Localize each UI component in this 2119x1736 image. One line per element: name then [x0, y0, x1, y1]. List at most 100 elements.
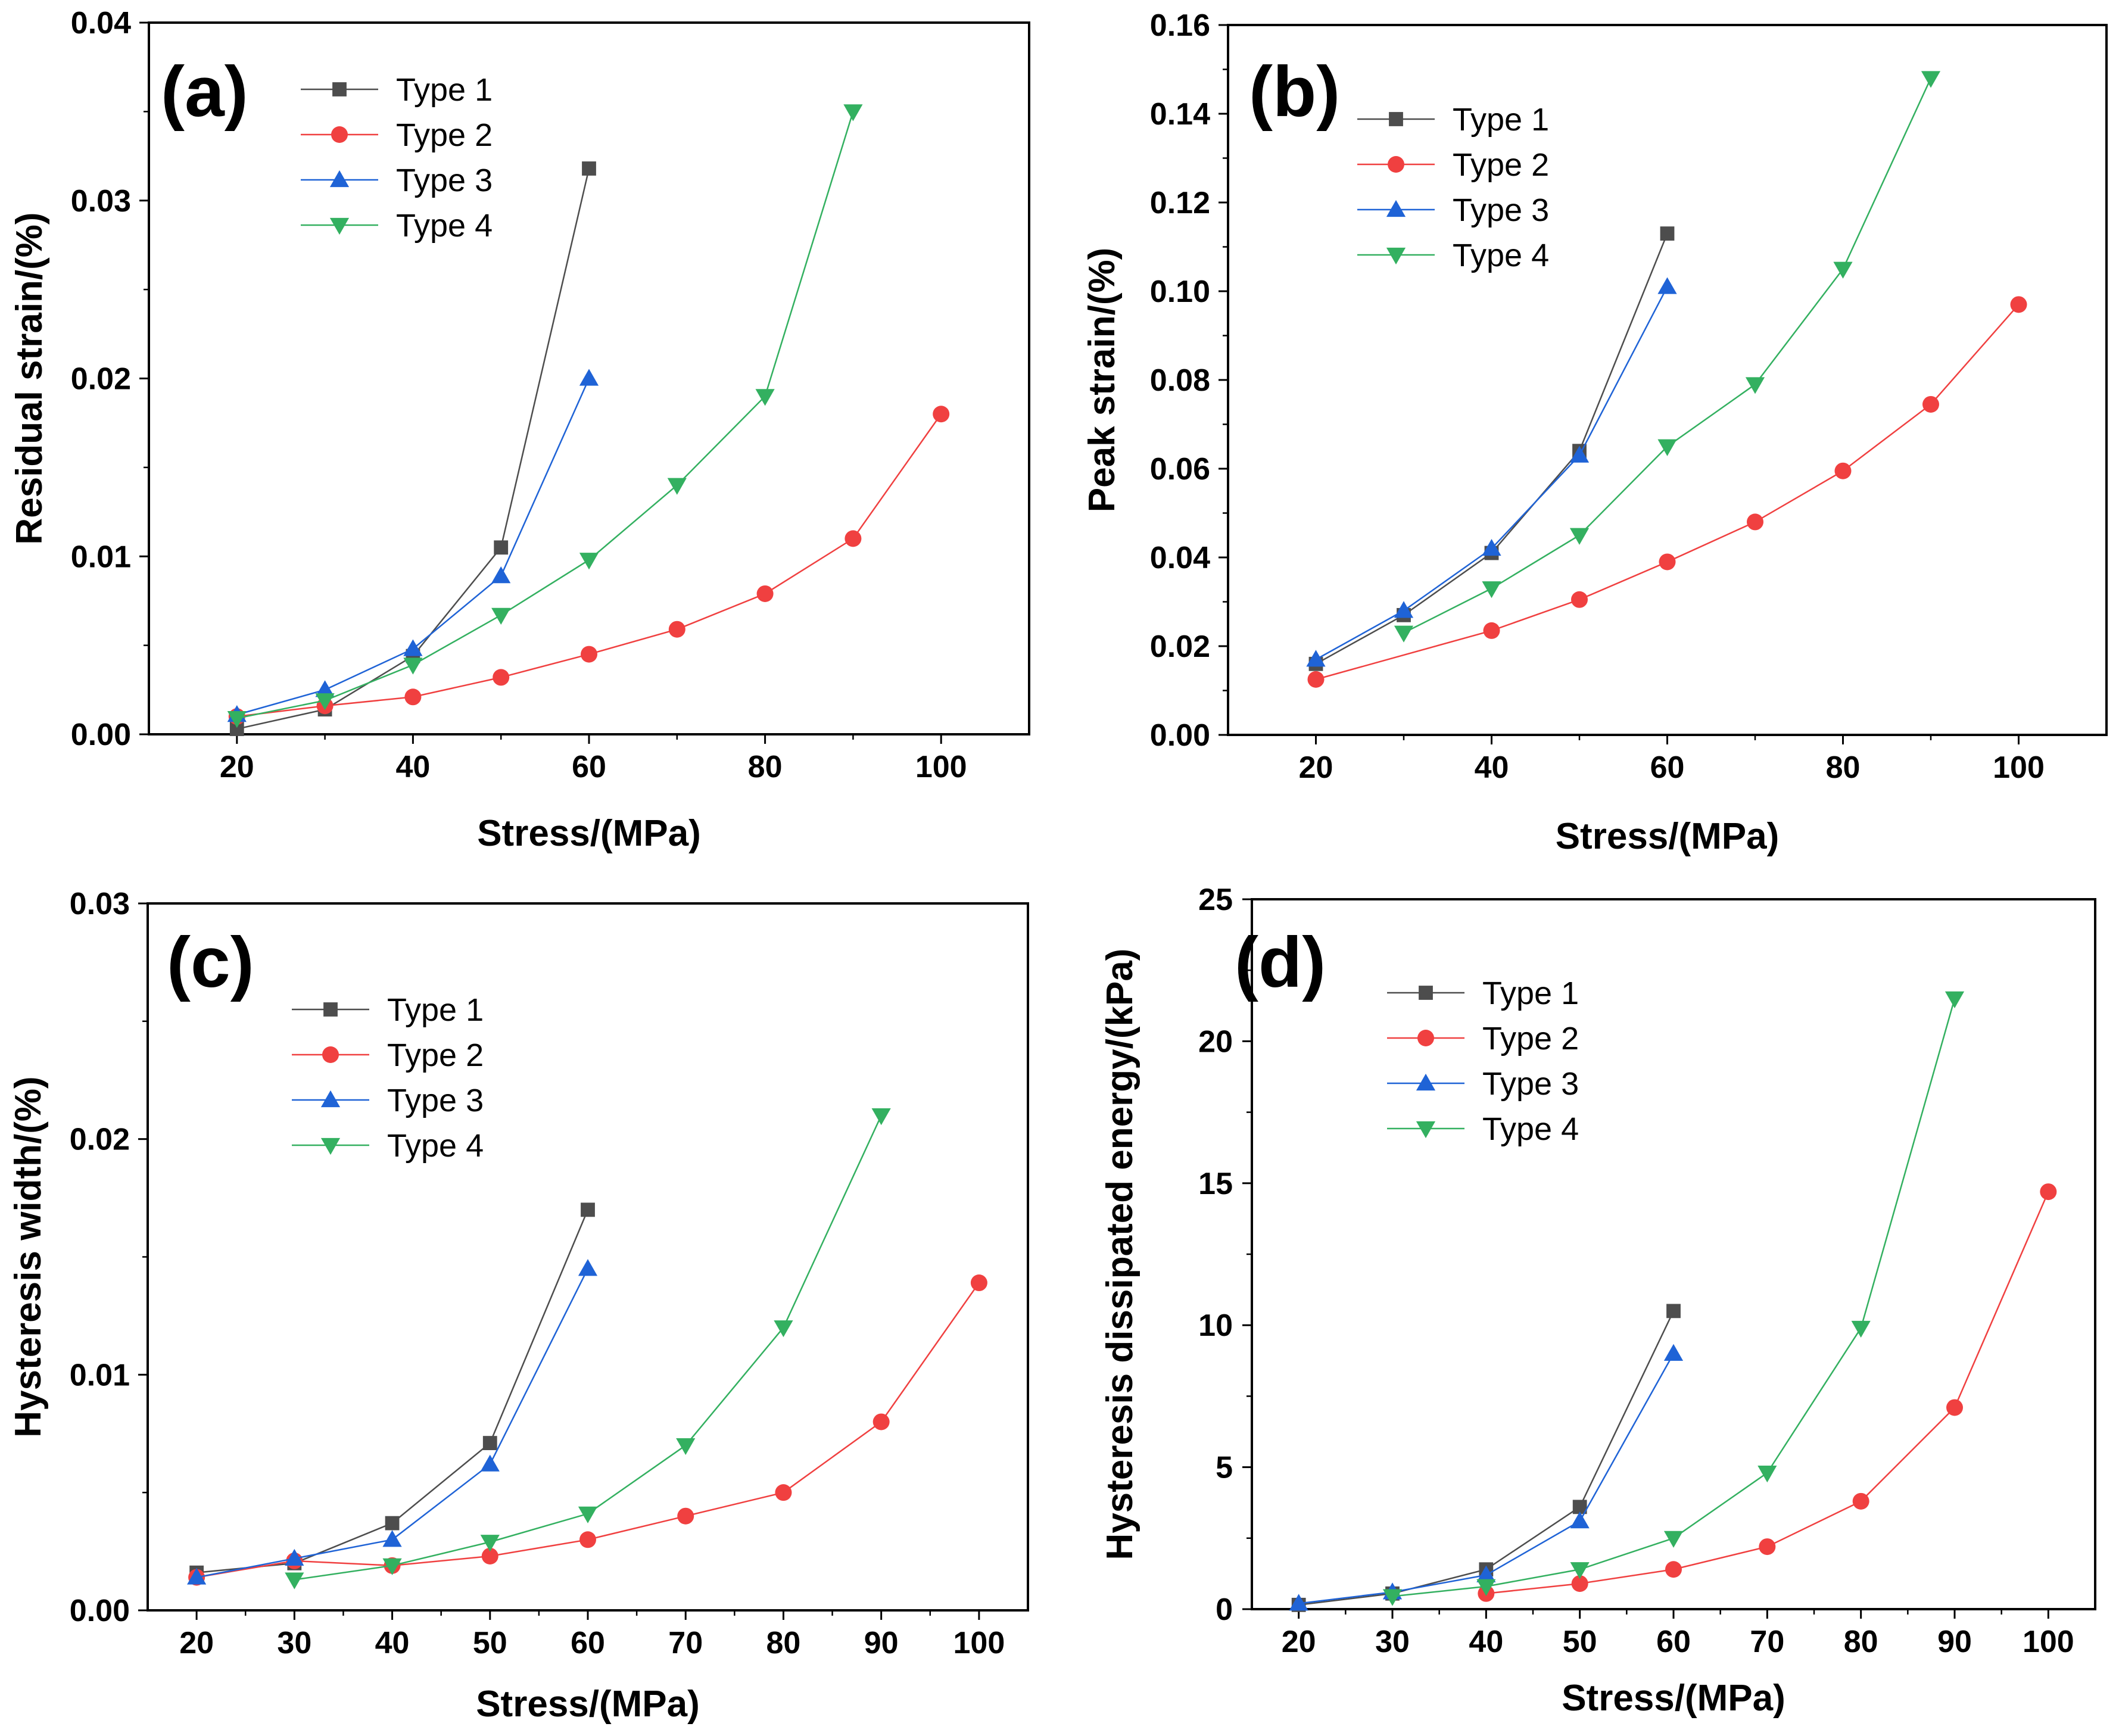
legend-label-type-1: Type 1	[1453, 102, 1549, 138]
legend-marker-type-1	[332, 82, 347, 96]
panel-label: (b)	[1249, 52, 1340, 132]
y-tick-label: 10	[1198, 1308, 1233, 1343]
series-line-type-2	[1486, 1191, 2049, 1595]
data-point-type-2	[1571, 1575, 1588, 1592]
legend-label-type-1: Type 1	[1482, 975, 1579, 1011]
data-point-type-3	[285, 1548, 304, 1566]
chart-c: 20 30 40 50 60 70 80 90 100 0.00 0.01 0.02 0.03 Stres…	[8, 887, 1029, 1725]
x-tick-label: 50	[1563, 1625, 1597, 1659]
data-point-type-1	[385, 1516, 400, 1531]
data-point-type-3	[491, 566, 511, 584]
y-tick-label: 0.00	[70, 1594, 130, 1628]
legend-marker-type-1	[323, 1002, 338, 1017]
panel-d: 20 30 40 50 60 70 80 90 100 0 5 10 15 20 25 Stress/(MPa…	[1060, 868, 2119, 1735]
data-point-type-2	[481, 1547, 498, 1564]
y-tick-label: 0.12	[1150, 186, 1210, 220]
legend-label-type-2: Type 2	[396, 117, 493, 153]
data-point-type-4	[676, 1438, 696, 1456]
data-point-type-3	[315, 680, 335, 697]
panel-label: (d)	[1235, 922, 1326, 1002]
data-point-type-3	[1306, 650, 1326, 667]
x-tick-label: 40	[1475, 750, 1509, 785]
data-point-type-2	[579, 1531, 596, 1548]
x-tick-label: 30	[277, 1626, 311, 1660]
data-point-type-2	[1659, 553, 1676, 571]
data-point-type-2	[1571, 591, 1588, 608]
x-tick-label: 90	[864, 1626, 899, 1660]
series-line-type-4	[1392, 998, 1956, 1597]
plot-frame	[147, 902, 1029, 1612]
y-tick-label: 0.06	[1150, 452, 1210, 487]
data-point-type-3	[187, 1567, 207, 1585]
x-axis-title: Stress/(MPa)	[477, 813, 701, 854]
data-point-type-4	[1394, 625, 1414, 643]
legend-marker-type-2	[1417, 1030, 1434, 1046]
data-point-type-4	[774, 1320, 793, 1338]
data-point-type-4	[491, 607, 511, 625]
y-axis-title: Hysteresis dissipated energy/(kPa)	[1099, 949, 1140, 1560]
data-point-type-4	[755, 389, 775, 406]
data-point-type-4	[871, 1108, 891, 1126]
x-tick-label: 60	[572, 750, 606, 784]
data-point-type-3	[1289, 1594, 1308, 1611]
legend-marker-type-2	[1388, 156, 1404, 173]
data-point-type-2	[668, 621, 685, 638]
legend-marker-type-3	[1416, 1073, 1436, 1091]
data-point-type-2	[677, 1507, 694, 1525]
data-point-type-2	[1747, 513, 1763, 531]
data-point-type-2	[970, 1274, 987, 1292]
data-point-type-1	[494, 540, 509, 555]
data-point-type-4	[1745, 377, 1765, 394]
y-tick-label: 0.03	[70, 887, 130, 921]
y-tick-label: 0.04	[1150, 541, 1210, 575]
data-point-type-3	[1394, 601, 1414, 618]
panel-label: (a)	[161, 52, 248, 132]
data-point-type-3	[1657, 277, 1677, 294]
y-tick-label: 20	[1198, 1024, 1233, 1059]
data-point-type-2	[1307, 671, 1325, 688]
panel-a: 20 40 60 80 100 0.00 0.01 0.02 0.03 0.04 Stress/(M…	[0, 0, 1060, 868]
y-tick-label: 0.04	[71, 6, 131, 40]
panel-label: (c)	[167, 922, 254, 1002]
x-tick-label: 40	[395, 750, 430, 784]
series-line-type-4	[236, 111, 854, 719]
legend-label-type-4: Type 4	[387, 1128, 484, 1164]
data-point-type-2	[1922, 395, 1939, 413]
legend-label-type-3: Type 3	[396, 163, 493, 198]
data-point-type-3	[1569, 445, 1590, 463]
x-tick-label: 20	[1299, 750, 1333, 785]
data-point-type-3	[403, 639, 423, 656]
x-tick-label: 50	[473, 1626, 507, 1660]
y-tick-label: 0.14	[1150, 97, 1210, 132]
data-point-type-4	[1382, 1589, 1403, 1606]
panel-b: 20 40 60 80 100 0.00 0.02 0.04 0.06 0.08 0.10 0.12 0…	[1060, 0, 2119, 868]
legend-marker-type-2	[331, 126, 348, 143]
data-point-type-4	[667, 478, 687, 495]
legend-marker-type-4	[320, 1137, 341, 1155]
y-tick-label: 0.10	[1150, 275, 1210, 309]
data-point-type-4	[285, 1572, 304, 1589]
x-tick-label: 100	[2023, 1625, 2074, 1659]
y-tick-label: 0.00	[71, 718, 131, 752]
x-tick-label: 60	[1656, 1625, 1691, 1659]
x-tick-label: 20	[1282, 1625, 1316, 1659]
x-tick-label: 20	[179, 1626, 214, 1660]
x-tick-label: 80	[1826, 750, 1861, 785]
x-tick-label: 80	[748, 750, 783, 784]
legend-marker-type-4	[1386, 247, 1406, 265]
chart-d: 20 30 40 50 60 70 80 90 100 0 5 10 15 20 25 Stress/(MPa…	[1099, 883, 2096, 1719]
data-point-type-1	[582, 161, 596, 176]
legend-label-type-2: Type 2	[1482, 1021, 1579, 1056]
x-axis-title: Stress/(MPa)	[476, 1684, 700, 1725]
x-tick-label: 30	[1375, 1625, 1410, 1659]
x-tick-label: 90	[1937, 1625, 1972, 1659]
data-point-type-4	[1921, 71, 1941, 88]
y-tick-label: 25	[1198, 883, 1233, 917]
x-tick-label: 60	[571, 1626, 605, 1660]
data-point-type-1	[581, 1202, 595, 1217]
legend-label-type-2: Type 2	[1453, 147, 1549, 183]
x-axis-title: Stress/(MPa)	[1562, 1678, 1785, 1719]
y-tick-label: 0.08	[1150, 363, 1210, 398]
y-axis-title: Residual strain/(%)	[9, 212, 50, 544]
